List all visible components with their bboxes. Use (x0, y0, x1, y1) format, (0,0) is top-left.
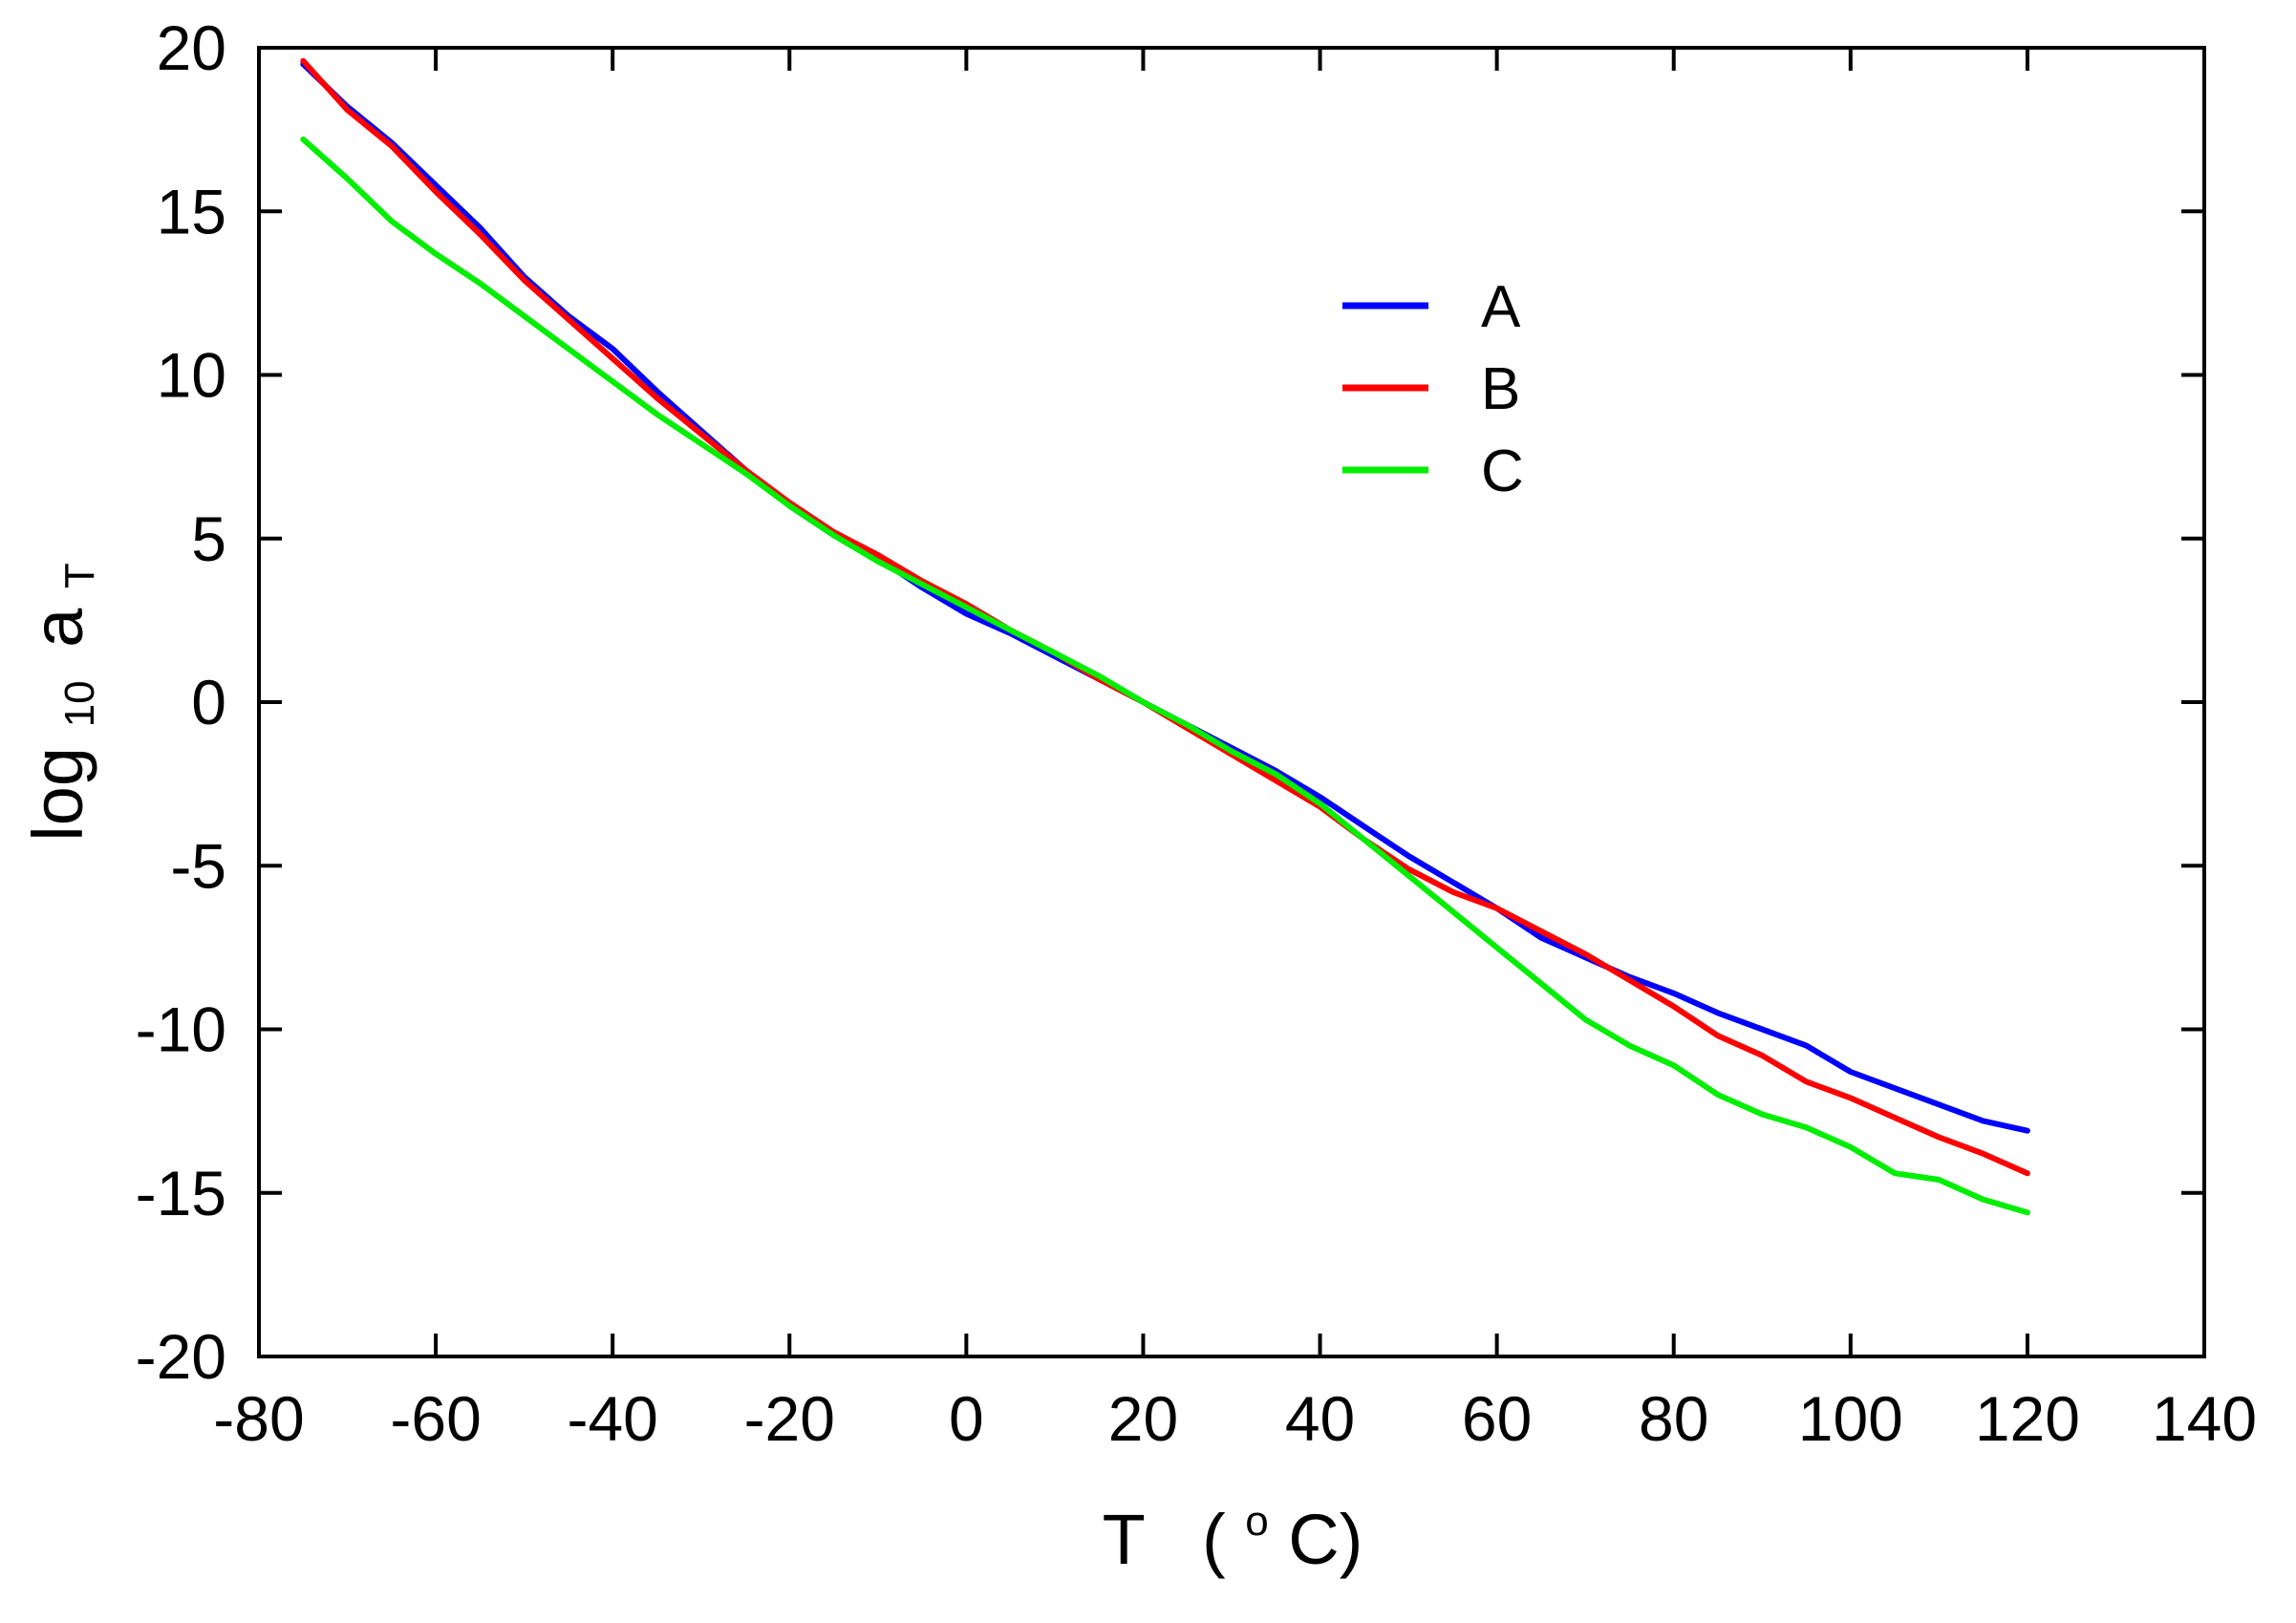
y-axis-title-main: log (18, 747, 97, 842)
x-tick-label: -80 (213, 1383, 304, 1454)
x-tick-label: -40 (567, 1383, 657, 1454)
legend: ABC (1342, 274, 1524, 504)
plot-frame (257, 46, 2206, 1358)
x-axis-title-degree: o (1245, 1498, 1268, 1545)
y-axis-title-subT: T (56, 563, 103, 588)
x-axis-title: T ( o C) (1103, 1471, 1363, 1579)
series-layer (300, 57, 2030, 1216)
y-tick-label: 15 (157, 176, 226, 246)
tick-labels-layer: -80 -60 -40 -20 0 20 40 60 80 100 120 140-20-15-10-… (136, 12, 2257, 1454)
y-tick-label: -10 (136, 994, 226, 1065)
x-axis-title-unit: C) (1288, 1500, 1363, 1579)
y-tick-label: 5 (191, 503, 226, 574)
x-tick-label: 20 (1108, 1383, 1178, 1454)
legend-label-b: B (1481, 356, 1520, 422)
legend-label-c: C (1481, 438, 1524, 504)
y-tick-label: 10 (157, 340, 226, 411)
y-tick-label: -20 (136, 1321, 226, 1392)
x-axis-title-main: T (1103, 1500, 1145, 1579)
x-tick-label: 60 (1462, 1383, 1532, 1454)
y-axis-title-sub10: 10 (56, 680, 103, 727)
y-axis-title: log 10 a T (18, 563, 109, 841)
y-tick-label: 20 (157, 12, 226, 83)
x-tick-label: 120 (1975, 1383, 2080, 1454)
x-tick-label: 0 (949, 1383, 984, 1454)
x-tick-label: 80 (1639, 1383, 1708, 1454)
y-tick-label: -15 (136, 1158, 226, 1228)
x-tick-label: -60 (390, 1383, 481, 1454)
series-line-c (300, 136, 2030, 1216)
x-axis-title-open: ( (1202, 1500, 1226, 1579)
y-tick-label: 0 (191, 667, 226, 737)
y-axis-title-var: a (18, 608, 97, 648)
x-tick-label: 100 (1798, 1383, 1903, 1454)
legend-label-a: A (1481, 274, 1521, 340)
x-tick-label: 40 (1285, 1383, 1355, 1454)
x-tick-label: -20 (744, 1383, 835, 1454)
y-tick-label: -5 (170, 830, 226, 901)
x-tick-label: 140 (2152, 1383, 2257, 1454)
